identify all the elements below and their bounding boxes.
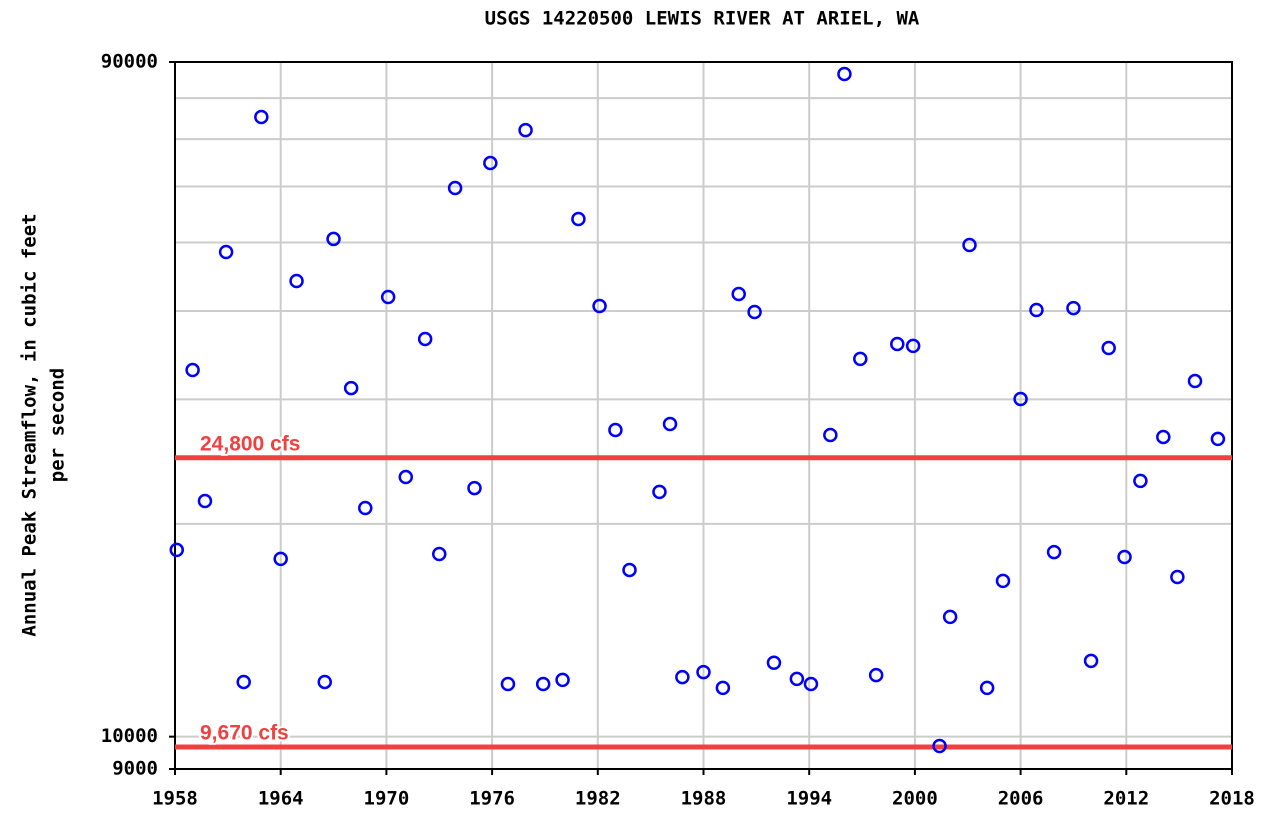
point xyxy=(535,676,551,692)
point xyxy=(483,155,498,171)
point xyxy=(715,680,731,696)
x-tick-label: 2006 xyxy=(998,788,1044,810)
point xyxy=(905,338,921,354)
y-axis-label: Annual Peak Streamflow, in cubic feet pe… xyxy=(19,213,69,636)
point xyxy=(1013,391,1028,407)
y-axis-label-line: per second xyxy=(47,368,69,482)
point xyxy=(979,680,995,696)
x-tick-label: 2000 xyxy=(892,788,938,810)
point xyxy=(608,422,623,438)
point xyxy=(218,244,234,260)
x-tick-label: 1970 xyxy=(364,788,410,810)
point xyxy=(500,676,516,692)
point xyxy=(1156,429,1171,445)
point xyxy=(467,480,482,496)
point xyxy=(317,674,332,690)
point xyxy=(398,469,414,485)
point xyxy=(358,500,373,516)
point xyxy=(853,351,868,367)
y-tick-label: 10000 xyxy=(101,725,158,747)
x-tick-label: 2012 xyxy=(1103,788,1149,810)
point xyxy=(1029,302,1044,318)
point xyxy=(1210,431,1226,447)
point xyxy=(1187,373,1203,389)
point xyxy=(169,542,185,558)
x-tick-label: 2018 xyxy=(1209,788,1255,810)
point xyxy=(942,609,958,625)
point xyxy=(592,298,607,314)
point xyxy=(868,667,884,683)
point xyxy=(432,546,447,562)
point xyxy=(254,109,269,125)
point xyxy=(696,664,711,680)
point xyxy=(890,336,905,352)
point xyxy=(662,416,678,432)
point xyxy=(823,427,838,443)
point xyxy=(789,671,805,687)
point xyxy=(343,380,359,396)
point xyxy=(289,273,304,289)
point xyxy=(417,331,433,347)
point xyxy=(962,237,977,253)
x-tick-label: 1982 xyxy=(575,788,621,810)
point xyxy=(837,66,852,82)
point xyxy=(1117,549,1132,565)
point xyxy=(675,669,690,685)
x-tick-label: 1976 xyxy=(469,788,515,810)
y-tick-label: 9000 xyxy=(112,758,158,780)
point xyxy=(1066,300,1081,316)
point xyxy=(803,676,819,692)
x-tick-label: 1988 xyxy=(681,788,727,810)
point xyxy=(197,493,213,509)
point xyxy=(326,231,341,247)
chart-title: USGS 14220500 LEWIS RIVER AT ARIEL, WA xyxy=(485,8,920,30)
point xyxy=(518,122,533,138)
point xyxy=(236,674,251,690)
y-axis-label-line: Annual Peak Streamflow, in cubic feet xyxy=(19,213,41,636)
point xyxy=(747,304,762,320)
point xyxy=(1170,569,1185,585)
point xyxy=(185,362,200,378)
point xyxy=(1046,544,1062,560)
point xyxy=(273,551,288,567)
point xyxy=(622,562,637,578)
point xyxy=(766,655,782,671)
reference-label: 9,670 cfs xyxy=(200,721,289,744)
point xyxy=(1101,340,1116,356)
plot-frame xyxy=(174,61,1233,770)
point xyxy=(447,180,463,196)
x-tick-label: 1958 xyxy=(152,788,198,810)
point xyxy=(932,738,947,754)
point xyxy=(555,672,570,688)
point xyxy=(1133,473,1148,489)
point xyxy=(571,211,586,227)
point xyxy=(1083,653,1099,669)
x-tick-label: 1994 xyxy=(786,788,832,810)
point xyxy=(995,573,1011,589)
reference-label: 24,800 cfs xyxy=(200,432,300,455)
x-tick-label: 1964 xyxy=(258,788,304,810)
point xyxy=(652,484,667,500)
y-tick-label: 90000 xyxy=(101,51,158,73)
point xyxy=(380,289,396,305)
point xyxy=(731,286,746,302)
